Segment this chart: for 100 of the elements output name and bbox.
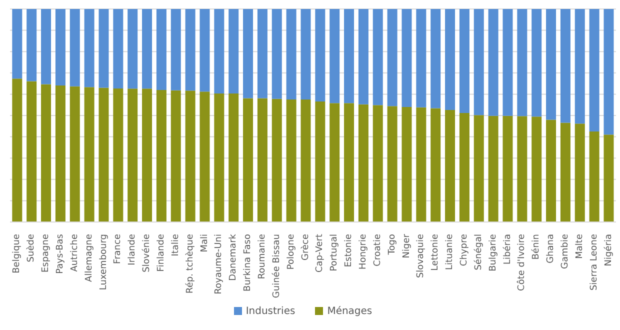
x-tick-label: Slovaquie: [416, 234, 426, 278]
x-tick-label: Slovénie: [141, 234, 152, 272]
x-tick-label: Allemagne: [84, 234, 94, 282]
bar: [488, 116, 498, 222]
bar: [142, 88, 152, 222]
x-tick-label: Lituanie: [445, 234, 456, 270]
bar: [546, 9, 556, 120]
bar: [84, 87, 94, 222]
x-tick-label: Roumanie: [258, 234, 268, 280]
bar: [98, 88, 109, 222]
bar: [156, 90, 166, 222]
x-tick-label: Gambie: [560, 234, 570, 270]
x-tick-label: Togo: [387, 234, 398, 256]
bar: [358, 104, 368, 222]
x-tick-label: Ghana: [546, 234, 556, 264]
x-tick-label: Irlande: [128, 234, 138, 266]
bar: [330, 103, 340, 222]
bar: [12, 78, 22, 222]
bar: [200, 92, 210, 222]
x-tick-label: Lettonie: [430, 234, 441, 271]
bar: [430, 108, 441, 222]
x-tick-label: Sierra Leone: [589, 234, 600, 291]
bar: [84, 9, 94, 88]
legend-label: Industries: [246, 306, 296, 317]
bar: [128, 9, 138, 89]
x-tick-label: Rép. tchèque: [184, 234, 196, 294]
bar: [272, 98, 282, 222]
bar: [243, 9, 254, 98]
x-tick-label: Finlande: [156, 234, 166, 272]
bar: [517, 116, 528, 222]
x-tick-label: Chypre: [460, 234, 470, 266]
bar: [430, 9, 441, 108]
bar: [517, 9, 528, 116]
x-tick-label: Malte: [574, 234, 585, 259]
bar: [70, 86, 80, 222]
bar: [416, 9, 426, 108]
bar: [589, 131, 600, 222]
x-tick-label: Espagne: [41, 234, 52, 273]
x-tick-label: Suède: [26, 234, 37, 262]
x-tick-label: Côte d'Ivoire: [516, 234, 528, 291]
bar: [257, 9, 268, 98]
bar: [272, 9, 282, 99]
bar: [330, 9, 340, 104]
bar: [387, 9, 398, 106]
x-tick-label: Autriche: [70, 234, 80, 272]
bar: [170, 9, 181, 90]
bar: [286, 100, 296, 222]
bar: [214, 9, 224, 94]
x-tick-label: Nigéria: [602, 234, 614, 266]
bar: [113, 88, 124, 222]
x-tick-label: Bulgarie: [488, 234, 498, 272]
bar: [574, 124, 585, 222]
bar: [445, 9, 456, 110]
bar: [445, 110, 456, 222]
x-tick-label: Cap-Vert: [315, 234, 326, 272]
bar: [156, 9, 166, 90]
bar: [344, 9, 354, 104]
x-tick-label: Luxembourg: [98, 234, 109, 290]
x-tick-label: Pologne: [286, 234, 296, 270]
bar: [560, 122, 570, 222]
bar: [315, 9, 326, 102]
bar: [546, 120, 556, 222]
bar: [604, 9, 614, 135]
bar: [286, 9, 296, 100]
x-tick-label: Royaume-Uni: [214, 234, 224, 294]
legend-label: Ménages: [327, 306, 372, 317]
bar: [574, 9, 585, 124]
bar: [98, 9, 109, 88]
bar: [474, 115, 484, 222]
bar: [402, 106, 412, 222]
bar: [170, 90, 181, 222]
x-tick-label: Niger: [402, 234, 412, 258]
bar: [358, 9, 368, 104]
x-tick-label: Libéria: [502, 234, 513, 264]
x-tick-label: Portugal: [330, 234, 340, 272]
bar: [55, 9, 66, 86]
x-tick-label: Danemark: [228, 233, 239, 281]
bar: [214, 94, 224, 222]
x-tick-label: Croatie: [372, 234, 383, 266]
x-tick-label: Pays-Bas: [56, 234, 66, 274]
bar: [402, 9, 412, 107]
bar: [372, 9, 383, 106]
bar: [300, 9, 311, 100]
bar: [128, 88, 138, 222]
bar: [604, 134, 614, 222]
bar: [459, 9, 470, 113]
bar: [228, 94, 239, 222]
bar: [113, 9, 124, 88]
x-tick-label: Grèce: [300, 234, 311, 260]
bar: [243, 98, 254, 222]
bar: [372, 105, 383, 222]
x-tick-label: Italie: [170, 234, 181, 256]
x-tick-label: Guinée Bissau: [270, 234, 282, 298]
bar: [589, 9, 600, 132]
bar: [474, 9, 484, 116]
bar: [26, 81, 37, 222]
bar: [26, 9, 37, 82]
bar: [502, 116, 513, 222]
bar: [185, 90, 196, 222]
bar: [488, 9, 498, 116]
